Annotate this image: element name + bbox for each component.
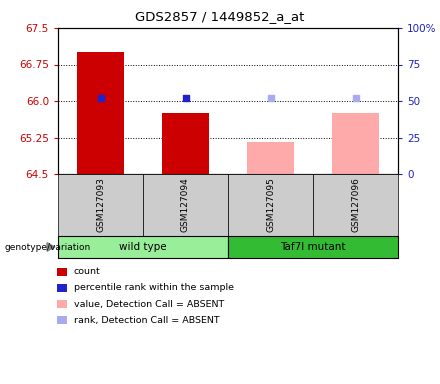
Text: percentile rank within the sample: percentile rank within the sample — [74, 283, 234, 293]
Text: GSM127096: GSM127096 — [351, 177, 360, 232]
Text: GDS2857 / 1449852_a_at: GDS2857 / 1449852_a_at — [136, 10, 304, 23]
Text: wild type: wild type — [119, 242, 167, 252]
Point — [97, 94, 104, 101]
Text: GSM127095: GSM127095 — [266, 177, 275, 232]
Text: Taf7l mutant: Taf7l mutant — [280, 242, 346, 252]
Text: GSM127094: GSM127094 — [181, 178, 190, 232]
Bar — [247, 142, 294, 174]
Bar — [77, 52, 124, 174]
Bar — [162, 113, 209, 174]
Point — [352, 94, 359, 101]
Point — [182, 94, 189, 101]
Text: rank, Detection Call = ABSENT: rank, Detection Call = ABSENT — [74, 316, 220, 324]
Text: GSM127093: GSM127093 — [96, 177, 105, 232]
Text: genotype/variation: genotype/variation — [4, 243, 91, 252]
Bar — [332, 113, 379, 174]
Text: count: count — [74, 268, 101, 276]
Point — [267, 94, 274, 101]
Text: value, Detection Call = ABSENT: value, Detection Call = ABSENT — [74, 300, 224, 308]
